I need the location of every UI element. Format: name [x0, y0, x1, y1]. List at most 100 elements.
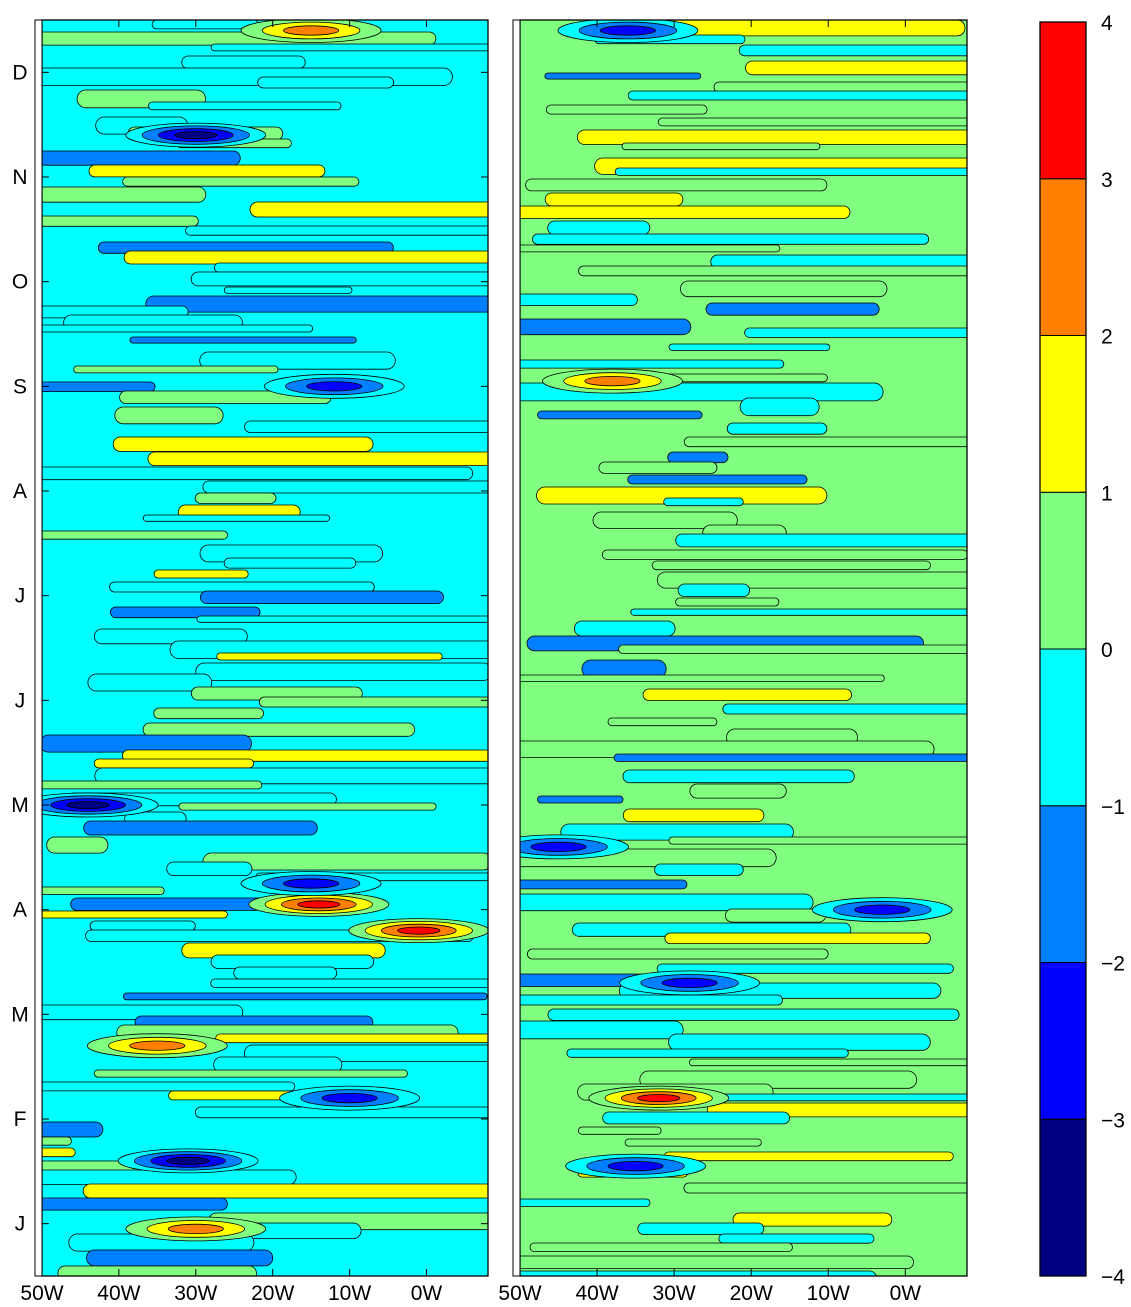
contour-band: [627, 474, 808, 485]
x-tick-label: 0W: [411, 1282, 443, 1305]
colorbar-label: 0: [1101, 639, 1113, 662]
contour-band: [210, 954, 375, 969]
contour-band: [42, 734, 252, 753]
contour-band: [57, 1265, 257, 1276]
left-panel: J F M A M J J A S O N D 50W 40W 30W 20W 10W 0W: [11, 19, 967, 1305]
contour-band: [73, 365, 279, 374]
contour-band: [683, 436, 967, 448]
x-tick-label: 20W: [730, 1282, 773, 1305]
contour-band: [547, 220, 651, 236]
y-tick-label: D: [12, 61, 27, 84]
contour-band: [94, 767, 488, 785]
contour-band: [46, 836, 109, 854]
x-tick-label: 10W: [807, 1282, 850, 1305]
contour-band: [42, 1197, 228, 1211]
colorbar-segment: [1039, 805, 1087, 963]
contour-band: [744, 327, 967, 338]
contour-feature: [599, 25, 656, 36]
contour-band: [537, 795, 624, 804]
colorbar-segment: [1039, 1118, 1087, 1277]
contour-band: [607, 717, 718, 727]
contour-band: [683, 1182, 967, 1194]
contour-band: [42, 1081, 296, 1092]
contour-band: [42, 886, 165, 895]
contour-band: [202, 480, 488, 494]
right-panel: 50W 40W 30W 20W 10W 0W: [498, 19, 968, 1305]
contour-feature: [854, 904, 911, 915]
contour-band: [520, 674, 885, 682]
contour-band: [544, 72, 702, 80]
contour-band: [592, 511, 738, 529]
colorbar-label: 3: [1101, 169, 1113, 192]
left-x-axis-ticks: 50W 40W 30W 20W 10W 0W: [20, 20, 442, 1305]
contour-band: [622, 808, 765, 823]
x-tick-label: 50W: [20, 1282, 63, 1305]
contour-band: [93, 628, 248, 645]
contour-band: [663, 497, 744, 507]
colorbar-segment: [1039, 962, 1087, 1120]
y-tick-label: M: [11, 794, 29, 817]
contour-band: [190, 271, 488, 287]
y-tick-label: O: [12, 271, 28, 294]
contour-band: [738, 44, 967, 57]
contour-band: [42, 150, 241, 166]
contour-band: [520, 359, 785, 369]
contour-feature: [661, 977, 718, 989]
contour-band: [680, 280, 888, 298]
contour-band: [210, 43, 488, 52]
colorbar-segment: [1039, 648, 1087, 807]
contour-band: [223, 286, 353, 294]
contour-band: [199, 351, 396, 370]
contour-band: [42, 530, 228, 540]
contour-band: [142, 514, 330, 522]
contour-band: [675, 597, 780, 607]
contour-band: [178, 802, 437, 811]
contour-band: [199, 590, 444, 605]
contour-band: [651, 560, 931, 571]
contour-band: [520, 244, 781, 253]
contour-feature: [297, 900, 341, 909]
contour-feature: [637, 1094, 681, 1103]
contour-band: [153, 569, 249, 579]
contour-band: [89, 920, 196, 932]
contour-band: [86, 1249, 274, 1267]
contour-band: [42, 381, 156, 392]
contour-band: [705, 302, 880, 316]
contour-feature: [306, 381, 363, 392]
contour-band: [88, 164, 326, 178]
contour-band: [109, 581, 375, 593]
contour-band: [233, 966, 338, 980]
contour-band: [210, 978, 488, 988]
contour-band: [657, 117, 967, 127]
contour-band: [244, 420, 488, 433]
colorbar-label: −2: [1101, 953, 1125, 976]
left-plot-area: [42, 20, 488, 1276]
contour-band: [642, 688, 852, 701]
contour-band: [627, 90, 967, 101]
contour-band: [601, 549, 967, 560]
contour-band: [110, 606, 261, 619]
contour-band: [83, 820, 318, 836]
contour-band: [202, 852, 488, 871]
contour-feature: [607, 1161, 664, 1172]
contour-band: [689, 1058, 967, 1067]
contour-band: [257, 76, 395, 89]
contour-band: [142, 722, 416, 737]
contour-band: [166, 861, 253, 877]
contour-band: [249, 201, 488, 218]
contour-band: [42, 1121, 104, 1138]
y-tick-label: M: [11, 1003, 29, 1026]
contour-band: [546, 104, 708, 115]
contour-band: [598, 461, 718, 474]
y-tick-label: F: [14, 1108, 27, 1131]
contour-band: [520, 1020, 684, 1040]
contour-band: [147, 451, 488, 466]
x-tick-label: 40W: [97, 1282, 140, 1305]
contour-band: [675, 533, 967, 548]
contour-band: [621, 142, 821, 151]
contour-band: [223, 557, 357, 569]
y-tick-label: S: [13, 375, 27, 398]
x-tick-label: 40W: [575, 1282, 618, 1305]
contour-feature: [530, 841, 587, 853]
contour-band: [195, 662, 488, 681]
